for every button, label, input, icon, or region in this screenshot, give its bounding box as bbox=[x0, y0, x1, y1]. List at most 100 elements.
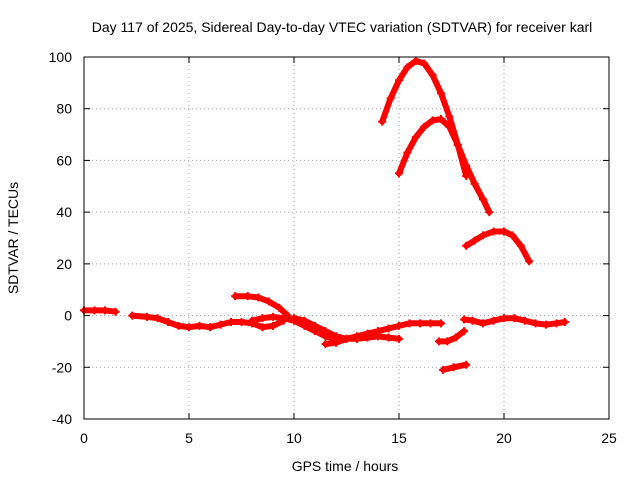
data-point bbox=[434, 337, 443, 346]
data-point bbox=[521, 316, 529, 325]
data-point bbox=[485, 208, 494, 217]
series-arc-10 bbox=[439, 360, 471, 374]
data-point bbox=[462, 161, 471, 170]
y-tick-label: 100 bbox=[49, 49, 73, 65]
y-tick-label: 80 bbox=[56, 101, 72, 117]
data-point bbox=[237, 318, 246, 327]
data-point bbox=[321, 340, 330, 349]
x-tick-label: 20 bbox=[496, 430, 512, 446]
data-point bbox=[470, 236, 479, 245]
data-point bbox=[227, 318, 235, 327]
grid-lines bbox=[84, 57, 609, 419]
y-tick-label: -20 bbox=[52, 359, 72, 375]
data-point bbox=[290, 314, 298, 323]
data-point bbox=[395, 334, 403, 343]
data-point bbox=[164, 318, 172, 327]
data-point bbox=[420, 59, 429, 68]
series-arc-6 bbox=[321, 334, 351, 349]
y-tick-label: 0 bbox=[64, 308, 72, 324]
series-line bbox=[435, 328, 468, 345]
data-point bbox=[552, 319, 561, 328]
data-point bbox=[321, 327, 330, 336]
data-point bbox=[386, 94, 395, 103]
data-point bbox=[90, 306, 99, 315]
data-point bbox=[185, 323, 193, 332]
data-point bbox=[111, 307, 120, 316]
data-point bbox=[500, 314, 508, 323]
data-point bbox=[258, 323, 267, 332]
data-point bbox=[101, 306, 109, 315]
data-point bbox=[489, 316, 498, 325]
data-point bbox=[449, 363, 458, 372]
data-point bbox=[437, 319, 445, 328]
x-tick-label: 25 bbox=[601, 430, 617, 446]
data-point bbox=[128, 311, 137, 320]
series-arc-2 bbox=[128, 311, 288, 332]
series-arc-12 bbox=[462, 227, 534, 266]
data-point bbox=[468, 316, 477, 325]
series-arc-9 bbox=[434, 327, 469, 346]
data-point bbox=[445, 122, 454, 131]
data-point bbox=[395, 321, 403, 330]
data-point bbox=[174, 321, 183, 330]
x-axis: 0 5 10 15 20 25 bbox=[80, 57, 617, 446]
data-point bbox=[403, 148, 412, 157]
data-point bbox=[275, 303, 284, 312]
plot-frame bbox=[83, 56, 610, 420]
data-point bbox=[479, 231, 487, 240]
data-point bbox=[153, 314, 162, 323]
x-tick-label: 0 bbox=[80, 430, 88, 446]
data-point bbox=[311, 321, 319, 330]
data-point bbox=[479, 319, 487, 328]
series-arc-7 bbox=[378, 56, 471, 180]
data-point bbox=[300, 316, 309, 325]
data-point bbox=[510, 314, 519, 323]
data-point bbox=[254, 293, 263, 302]
data-point bbox=[451, 333, 460, 342]
series-arc-1 bbox=[80, 306, 120, 316]
data-point bbox=[445, 112, 454, 121]
data-point bbox=[416, 319, 424, 328]
data-point bbox=[500, 227, 508, 236]
x-tick-label: 15 bbox=[391, 430, 407, 446]
data-point bbox=[374, 332, 382, 341]
y-axis-label: SDTVAR / TECUs bbox=[5, 182, 21, 294]
data-point bbox=[384, 324, 393, 333]
data-point bbox=[428, 116, 437, 125]
data-point bbox=[428, 71, 437, 80]
data-point bbox=[470, 179, 479, 188]
data-point bbox=[216, 320, 225, 329]
series-arc-3 bbox=[231, 292, 292, 320]
data-point bbox=[508, 231, 517, 240]
data-point bbox=[560, 318, 569, 327]
data-point bbox=[353, 334, 361, 343]
y-tick-label: 20 bbox=[56, 256, 72, 272]
data-point bbox=[462, 241, 471, 250]
data-point bbox=[542, 320, 550, 329]
y-tick-label: 60 bbox=[56, 152, 72, 168]
series-line bbox=[81, 307, 119, 315]
series-line bbox=[379, 57, 470, 179]
x-axis-label: GPS time / hours bbox=[292, 458, 399, 474]
data-point bbox=[269, 312, 277, 321]
data-point bbox=[243, 292, 252, 301]
data-point bbox=[143, 312, 151, 321]
y-tick-label: 40 bbox=[56, 204, 72, 220]
data-point bbox=[363, 333, 372, 342]
data-point bbox=[437, 115, 445, 124]
data-point bbox=[411, 133, 420, 142]
data-point bbox=[395, 76, 403, 85]
data-point bbox=[489, 227, 498, 236]
data-point bbox=[405, 319, 414, 328]
data-point bbox=[384, 333, 393, 342]
chart-title: Day 117 of 2025, Sidereal Day-to-day VTE… bbox=[92, 19, 593, 35]
data-point bbox=[439, 365, 448, 374]
data-point bbox=[437, 89, 445, 98]
data-point bbox=[462, 360, 471, 369]
data-point bbox=[411, 56, 420, 65]
data-point bbox=[378, 117, 387, 126]
data-point bbox=[426, 319, 435, 328]
data-point bbox=[525, 257, 534, 266]
data-point bbox=[453, 140, 462, 149]
